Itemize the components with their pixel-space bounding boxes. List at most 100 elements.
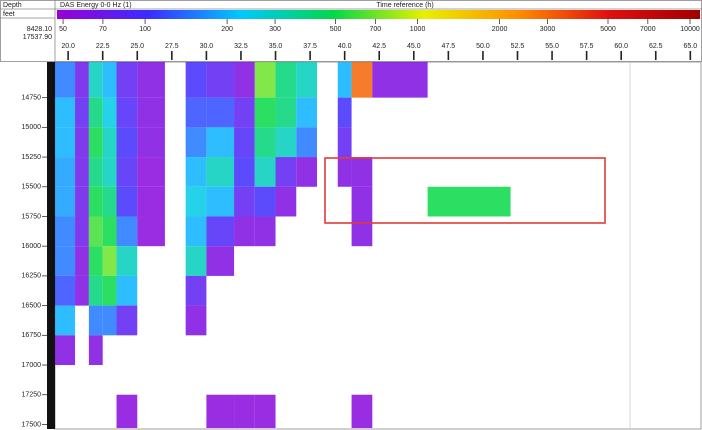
heat-cell	[276, 98, 297, 128]
heat-cell	[75, 187, 89, 217]
heat-cell	[89, 246, 103, 276]
chart-title: DAS Energy 0-0 Hz (1)	[60, 2, 132, 9]
heat-cell	[186, 306, 207, 336]
heat-cell	[234, 187, 255, 217]
heat-cell	[234, 62, 255, 98]
x-tick-label: 37.5	[303, 43, 317, 50]
heat-cell	[55, 98, 75, 128]
heat-cell	[89, 98, 103, 128]
x-tick-label: 60.0	[614, 43, 628, 50]
x-tick-label: 52.5	[511, 43, 525, 50]
heat-cell	[117, 157, 138, 187]
heat-cell	[117, 246, 138, 276]
heat-cell	[352, 395, 373, 428]
colorbar-tick-label: 3000	[540, 26, 556, 33]
heat-cell	[55, 306, 75, 336]
x-tick-label: 27.5	[165, 43, 179, 50]
heat-cell	[75, 98, 89, 128]
colorbar-tick-label: 100	[139, 26, 151, 33]
y-tick-label: 16750	[22, 332, 42, 339]
depth-header: Depth	[3, 2, 22, 9]
colorbar-tick-label: 200	[221, 26, 233, 33]
x-tick-label: 40.0	[338, 43, 352, 50]
x-tick-label: 65.0	[684, 43, 698, 50]
heat-cell	[75, 216, 89, 246]
x-tick-label: 20.0	[61, 43, 75, 50]
heat-cell	[117, 127, 138, 157]
heat-cell	[234, 98, 255, 128]
colorbar-tick-label: 1000	[410, 26, 426, 33]
heat-cell	[255, 62, 276, 98]
heat-cell	[338, 157, 352, 187]
heat-cell	[338, 127, 352, 157]
heat-cell	[255, 98, 276, 128]
heat-cell	[206, 216, 234, 246]
heat-cell	[103, 276, 117, 306]
x-tick-label: 42.5	[372, 43, 386, 50]
x-tick-label: 22.5	[96, 43, 110, 50]
heat-cell	[234, 157, 255, 187]
x-tick-label: 57.5	[580, 43, 594, 50]
depth-top-label: 8428.10	[27, 26, 52, 33]
heat-cell	[103, 246, 117, 276]
heat-cell	[89, 187, 103, 217]
heat-cell	[206, 395, 234, 428]
heat-cell	[103, 98, 117, 128]
colorbar-tick-label: 300	[269, 26, 281, 33]
heat-cell	[186, 187, 207, 217]
heat-cell	[206, 187, 234, 217]
heat-cell	[55, 216, 75, 246]
heat-cell	[276, 127, 297, 157]
heat-cell	[296, 157, 317, 187]
heat-cell	[75, 62, 89, 98]
heat-cell	[55, 335, 75, 365]
heat-cell	[255, 157, 276, 187]
colorbar-tick-label: 50	[59, 26, 67, 33]
y-tick-label: 14750	[22, 94, 42, 101]
x-tick-label: 32.5	[234, 43, 248, 50]
heat-cell	[89, 62, 103, 98]
heat-cell	[89, 306, 103, 336]
heat-cell	[255, 216, 276, 246]
x-tick-label: 62.5	[649, 43, 663, 50]
y-tick-label: 15000	[22, 124, 42, 131]
colorbar-tick-label: 700	[370, 26, 382, 33]
heat-cell	[255, 127, 276, 157]
x-tick-label: 47.5	[442, 43, 456, 50]
heat-cell	[255, 187, 276, 217]
x-tick-label: 35.0	[269, 43, 283, 50]
x-tick-label: 50.0	[476, 43, 490, 50]
heat-cell	[206, 157, 234, 187]
heat-cell	[75, 157, 89, 187]
heat-cell	[137, 127, 165, 157]
x-tick-label: 45.0	[407, 43, 421, 50]
y-tick-label: 17250	[22, 392, 42, 399]
heat-cell	[117, 98, 138, 128]
depth-bottom-label: 17537.90	[23, 34, 52, 41]
colorbar-tick-label: 2000	[492, 26, 508, 33]
heat-cell	[352, 187, 373, 217]
y-tick-label: 16500	[22, 302, 42, 309]
heat-cell	[338, 62, 352, 98]
heat-cell	[428, 187, 511, 217]
heat-cell	[89, 216, 103, 246]
heat-cell	[186, 157, 207, 187]
colorbar-tick-label: 7000	[640, 26, 656, 33]
heat-cell	[137, 187, 165, 217]
heat-cell	[137, 157, 165, 187]
y-tick-label: 15750	[22, 213, 42, 220]
heat-cell	[55, 276, 75, 306]
heat-cell	[137, 98, 165, 128]
heat-cell	[117, 187, 138, 217]
heat-cell	[296, 98, 317, 128]
heat-cell	[89, 276, 103, 306]
heat-cell	[89, 157, 103, 187]
heat-cell	[352, 62, 373, 98]
heat-cell	[103, 157, 117, 187]
x-tick-label: 25.0	[130, 43, 144, 50]
y-tick-label: 16250	[22, 273, 42, 280]
unit-label: feet	[3, 11, 15, 18]
heat-cell	[206, 246, 234, 276]
heat-cell	[103, 127, 117, 157]
heat-cell	[352, 157, 373, 187]
